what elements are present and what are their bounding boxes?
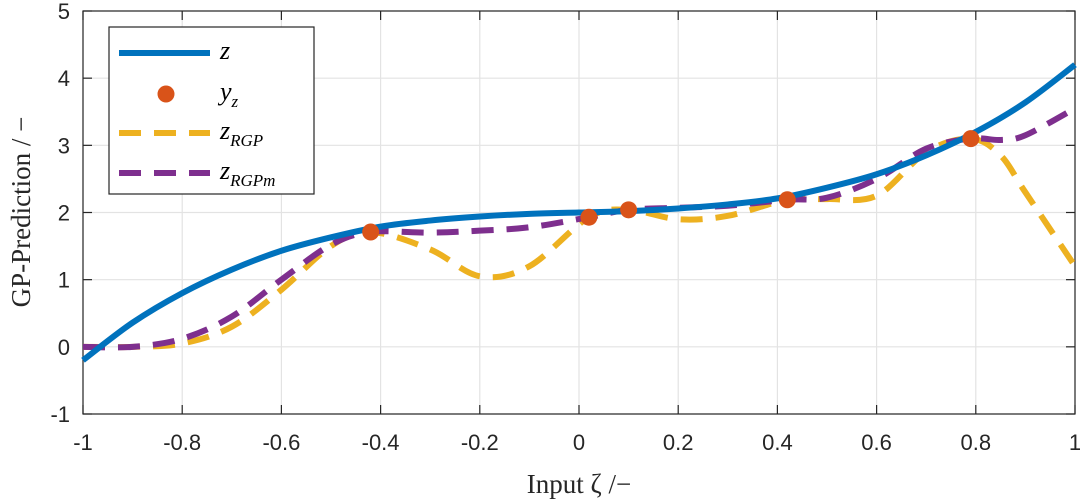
series-line	[81, 62, 1077, 363]
x-tick-label: 0.8	[961, 430, 992, 455]
legend-label-subscript: z	[231, 92, 239, 111]
data-point	[362, 223, 380, 241]
legend-label-subscript: RGPm	[229, 171, 275, 190]
x-tick-label: -0.4	[362, 430, 400, 455]
x-axis: -1 -0.8 -0.6 -0.4 -0.2 0 0.2 0.4 0.6 0.8 1	[73, 11, 1080, 455]
x-tick-label: 0	[573, 430, 585, 455]
y-tick-label: 5	[58, 0, 70, 24]
x-tick-label: -0.2	[461, 430, 499, 455]
x-tick-label: -0.8	[163, 430, 201, 455]
y-tick-label: -1	[50, 402, 70, 427]
y-axis-label: GP-Prediction / −	[6, 117, 36, 308]
x-tick-label: -1	[73, 430, 93, 455]
x-axis-label: Input ζ /−	[527, 469, 631, 499]
y-tick-label: 4	[58, 66, 70, 91]
y-axis: -1 0 1 2 3 4 5	[50, 0, 1075, 427]
data-point	[778, 191, 796, 209]
y-tick-label: 3	[58, 133, 70, 158]
x-tick-label: 0.6	[861, 430, 892, 455]
data-point	[620, 201, 638, 219]
x-tick-label: 1	[1069, 430, 1080, 455]
data-point	[962, 130, 980, 148]
x-tick-label: 0.4	[762, 430, 793, 455]
x-tick-label: 0.2	[663, 430, 694, 455]
legend-label: z	[219, 36, 230, 65]
y-tick-label: 2	[58, 201, 70, 226]
series-lines	[81, 62, 1078, 363]
series-markers	[362, 130, 980, 241]
data-point	[580, 208, 598, 226]
y-tick-label: 0	[58, 335, 70, 360]
legend-label-subscript: RGP	[229, 131, 263, 150]
legend-marker	[157, 85, 175, 103]
x-tick-label: -0.6	[262, 430, 300, 455]
y-tick-label: 1	[58, 268, 70, 293]
